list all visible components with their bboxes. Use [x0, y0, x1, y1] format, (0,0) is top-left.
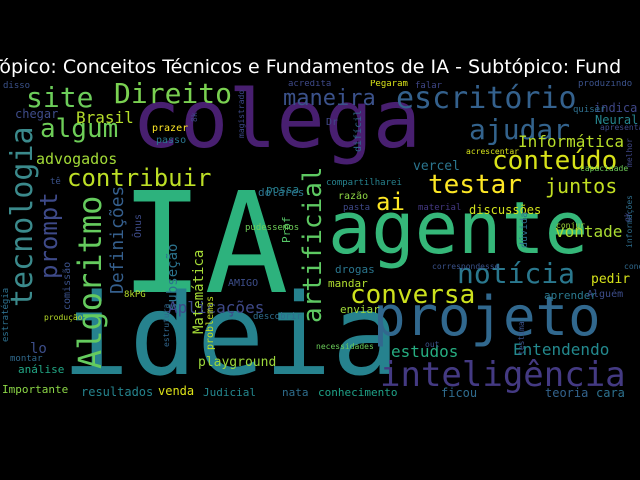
- cloud-word: acredita: [288, 80, 332, 89]
- cloud-word: Informática: [518, 132, 624, 151]
- cloud-word: out: [425, 340, 440, 349]
- cloud-word: vercel: [413, 159, 460, 174]
- cloud-word: ai: [376, 188, 405, 216]
- cloud-word: razão: [338, 191, 369, 202]
- cloud-word: testima: [517, 321, 526, 355]
- cloud-word: nata: [282, 386, 309, 399]
- cloud-word: produção: [44, 313, 83, 322]
- cloud-word: pedir: [591, 272, 631, 287]
- cloud-word: Brasil: [76, 108, 134, 127]
- cloud-word: mandar: [328, 277, 368, 290]
- cloud-word: disso: [3, 81, 31, 91]
- cloud-word: playground: [198, 355, 277, 370]
- cloud-word: prazer: [152, 123, 189, 134]
- cloud-word: montar: [10, 354, 43, 364]
- cloud-word: ajudar: [469, 113, 571, 146]
- cloud-word: contribuir: [67, 164, 212, 192]
- cloud-word: Definições: [107, 185, 128, 294]
- cloud-word: chegar: [15, 107, 59, 121]
- cloud-word: descobrir: [253, 312, 302, 322]
- cloud-word: enviar: [340, 303, 380, 316]
- cloud-word: comissão: [62, 261, 73, 310]
- cloud-word: vontade: [555, 222, 623, 241]
- cloud-word: necessidades: [316, 342, 374, 351]
- cloud-word: aprender: [544, 289, 597, 302]
- cloud-word: Judicial: [203, 386, 256, 399]
- cloud-word: compartilharei: [326, 178, 402, 188]
- cloud-word: Pegaram: [370, 80, 408, 89]
- cloud-word: pudessemos: [245, 223, 300, 233]
- cloud-word: conteúdo: [492, 146, 618, 176]
- chart-title: Tópico: Conceitos Técnicos e Fundamentos…: [0, 56, 622, 78]
- cloud-word: agente: [328, 186, 589, 270]
- cloud-word: estrutura: [162, 303, 171, 347]
- cloud-word: lo: [30, 341, 47, 357]
- cloud-word: falar: [415, 81, 443, 91]
- cloud-word: difícil: [353, 109, 364, 152]
- cloud-word: apresentar: [600, 123, 640, 132]
- cloud-word: inteligência: [380, 355, 626, 395]
- cloud-word: venda: [158, 384, 195, 398]
- cloud-word: indica: [594, 101, 638, 115]
- cloud-word: passo: [156, 135, 187, 146]
- cloud-word: 8kPG: [124, 290, 146, 300]
- cloud-word: conhecimento: [318, 386, 398, 399]
- cloud-word: Aplicações: [168, 298, 265, 317]
- cloud-word: conosco: [624, 262, 640, 271]
- cloud-word: teoria: [545, 386, 589, 400]
- cloud-word: capacidade: [580, 164, 629, 173]
- cloud-word: Direito: [114, 80, 233, 110]
- cloud-word: ideia: [62, 271, 400, 400]
- cloud-word: maneira: [283, 86, 376, 111]
- cloud-word: prompt: [35, 192, 63, 279]
- cloud-word: site: [26, 81, 94, 114]
- cloud-word: tecnologia: [5, 126, 40, 307]
- cloud-word: Dr: [326, 117, 339, 128]
- cloud-word: escritório: [396, 81, 577, 116]
- cloud-word: Neural: [595, 113, 639, 127]
- cloud-word: magistrado: [237, 89, 246, 138]
- cloud-word: Importante: [2, 383, 69, 396]
- cloud-word: estratégia: [1, 287, 11, 342]
- cloud-word: Alguém: [587, 289, 624, 300]
- cloud-word: dolares: [258, 186, 305, 199]
- cloud-word: resultados: [81, 385, 154, 399]
- cloud-word: drogas: [335, 263, 375, 276]
- cloud-word: problemas: [205, 295, 216, 350]
- cloud-word: juntos: [545, 174, 618, 198]
- cloud-word: melhor: [625, 138, 634, 167]
- cloud-word: Algoritmo: [71, 195, 109, 369]
- cloud-word: tê: [50, 177, 61, 187]
- cloud-word: quiser: [573, 105, 606, 115]
- cloud-word: produzindo: [578, 80, 633, 89]
- cloud-word: notícia: [457, 257, 576, 290]
- cloud-word: possa: [266, 183, 300, 196]
- cloud-word: advogados: [36, 150, 118, 168]
- cloud-word: correspondesse: [432, 262, 500, 271]
- cloud-word: estudos: [391, 342, 459, 361]
- cloud-word: Matemática: [191, 249, 207, 334]
- cloud-word: ficou: [441, 386, 478, 400]
- cloud-word: Entendendo: [513, 340, 610, 359]
- cloud-word: análise: [18, 363, 65, 376]
- cloud-word: pasta: [343, 203, 371, 213]
- cloud-word: Ônus: [133, 213, 144, 238]
- word-cloud: IA ideia colega agente projeto inteligência te…: [0, 80, 640, 400]
- cloud-word: AMIGO: [228, 278, 259, 289]
- cloud-word: projeto: [373, 285, 601, 348]
- cloud-word: 8k: [190, 112, 199, 122]
- cloud-word: dúvida: [519, 211, 530, 248]
- cloud-word: cara: [596, 386, 625, 400]
- cloud-word: colega: [132, 80, 421, 166]
- cloud-word: acrescentar: [466, 147, 519, 156]
- cloud-word: testar: [428, 170, 522, 200]
- cloud-word: gk: [623, 212, 632, 222]
- cloud-word: material: [418, 203, 462, 213]
- cloud-word: IA: [120, 163, 289, 326]
- cloud-word: conversa: [350, 280, 476, 310]
- cloud-word: conjur: [556, 221, 585, 230]
- cloud-word: algum: [40, 114, 119, 144]
- cloud-word: discussões: [469, 203, 542, 217]
